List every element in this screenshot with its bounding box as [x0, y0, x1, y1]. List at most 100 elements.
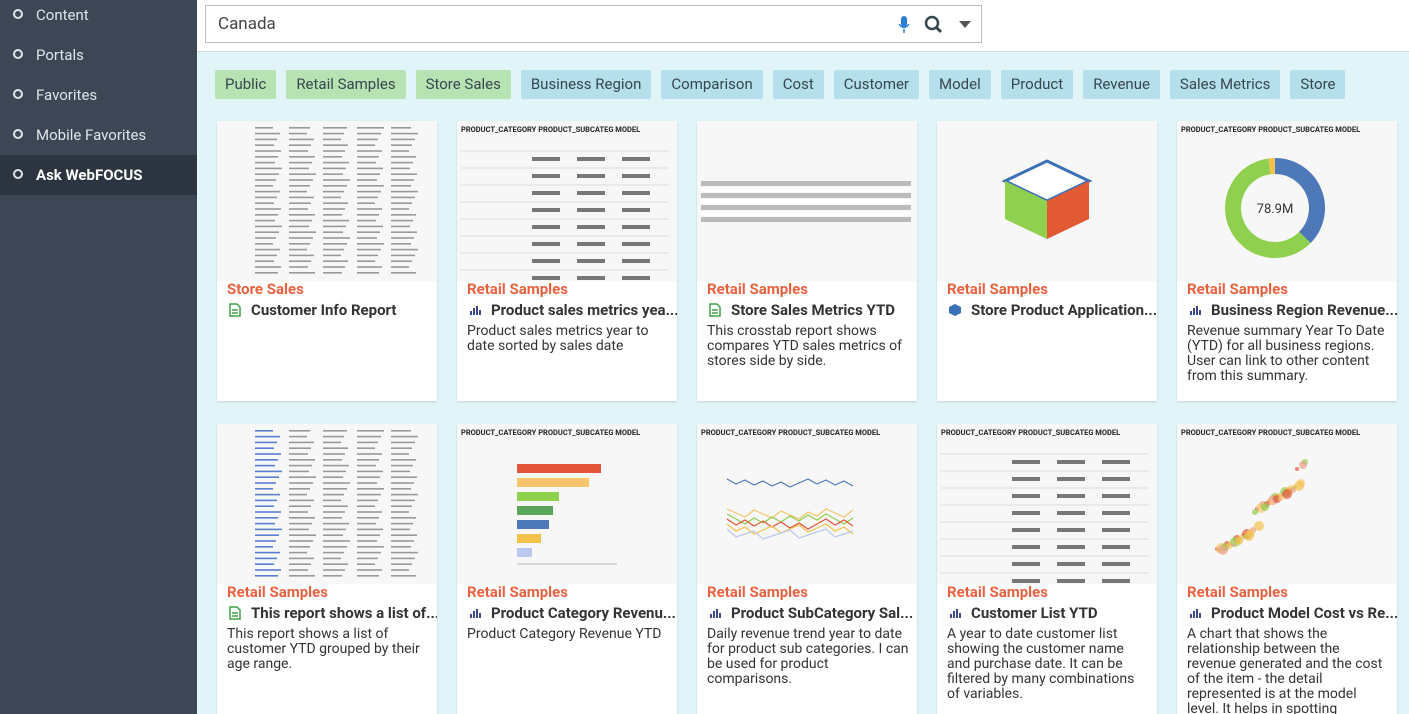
thumb-dot [1282, 489, 1292, 499]
card[interactable]: PRODUCT_CATEGORY PRODUCT_SUBCATEG MODEL R… [937, 424, 1157, 714]
tag[interactable]: Product [1000, 70, 1074, 99]
nav-item[interactable]: Portals [0, 35, 197, 75]
thumb-title: PRODUCT_CATEGORY PRODUCT_SUBCATEG MODEL [701, 428, 880, 437]
tag[interactable]: Business Region [520, 70, 652, 99]
card[interactable]: PRODUCT_CATEGORY PRODUCT_SUBCATEG MODEL R… [697, 424, 917, 714]
thumb-dot [1295, 467, 1299, 471]
thumb-row [289, 150, 308, 152]
thumb-row [357, 185, 384, 187]
tag[interactable]: Public [215, 70, 277, 99]
thumb-row [391, 528, 410, 531]
thumb-row [357, 266, 382, 268]
thumb-cell [1012, 477, 1040, 481]
thumb-cell [1057, 511, 1085, 515]
tag[interactable]: Model [929, 70, 991, 99]
thumb-row [289, 517, 315, 519]
tag[interactable]: Sales Metrics [1169, 70, 1281, 99]
thumb-cell [577, 242, 605, 246]
thumb-title: PRODUCT_CATEGORY PRODUCT_SUBCATEG MODEL [941, 428, 1120, 437]
thumb-row [289, 185, 310, 187]
thumb-row [323, 219, 349, 222]
card[interactable]: Retail Samples Store Product Application.… [937, 121, 1157, 401]
tag[interactable]: Customer [833, 70, 920, 99]
thumb-row [391, 517, 416, 519]
thumb-cell [577, 174, 605, 178]
thumb-row [391, 476, 417, 478]
thumb-row [289, 243, 310, 245]
nav-item[interactable]: Ask WebFOCUS [0, 155, 197, 195]
card[interactable]: Store Sales Customer Info Report [217, 121, 437, 401]
thumb-row [357, 156, 379, 158]
card[interactable]: Retail Samples This report shows a list o… [217, 424, 437, 714]
card[interactable]: PRODUCT_CATEGORY PRODUCT_SUBCATEG MODEL R… [457, 121, 677, 401]
thumb-row [289, 522, 312, 525]
thumb-row [323, 551, 344, 554]
thumb-row [255, 167, 282, 170]
nav-icon [13, 49, 23, 59]
thumb-row [323, 511, 345, 513]
thumb-row [289, 132, 307, 135]
thumb-row [289, 511, 308, 513]
thumb-row [255, 214, 278, 216]
thumb-row [289, 546, 310, 548]
thumb-row [357, 150, 382, 152]
thumb-row [323, 441, 341, 444]
chart-icon [1196, 609, 1198, 618]
search-box[interactable]: Canada [205, 5, 982, 43]
donut-arc [1225, 158, 1311, 258]
nav-item[interactable]: Mobile Favorites [0, 115, 197, 155]
nav-item[interactable]: Favorites [0, 75, 197, 115]
tag[interactable]: Revenue [1083, 70, 1160, 99]
thumb-row [357, 482, 377, 484]
thumbnail: PRODUCT_CATEGORY PRODUCT_SUBCATEG MODEL [457, 121, 677, 281]
thumb-cell [532, 157, 560, 161]
thumb-row [289, 231, 316, 233]
thumb-row [357, 179, 377, 181]
thumb-row [323, 214, 342, 216]
nav-item[interactable]: Content [0, 0, 197, 35]
thumb-bar [517, 492, 559, 501]
thumb-cell [1057, 528, 1085, 532]
card-category: Store Sales [227, 280, 304, 298]
thumb-row [289, 202, 311, 204]
card[interactable]: Retail Samples Store Sales Metrics YTD Thi… [697, 121, 917, 401]
thumb-row [391, 435, 418, 438]
cube-left [1005, 181, 1047, 239]
card[interactable]: PRODUCT_CATEGORY PRODUCT_SUBCATEG MODEL R… [457, 424, 677, 714]
thumb-band [701, 181, 911, 186]
thumb-dot [1261, 503, 1269, 511]
thumb-row [255, 430, 273, 432]
thumb-cell [1012, 528, 1040, 532]
chart-icon [716, 609, 718, 618]
thumb-title: PRODUCT_CATEGORY PRODUCT_SUBCATEG MODEL [1181, 125, 1360, 134]
cube-right [1047, 181, 1089, 239]
cube-icon [949, 304, 961, 316]
tag[interactable]: Store Sales [415, 70, 511, 99]
thumb-cell [532, 208, 560, 212]
thumb-row [357, 214, 379, 216]
thumb-row [323, 132, 344, 135]
thumb-cell [1057, 460, 1085, 464]
tag[interactable]: Store [1290, 70, 1346, 99]
thumb-row [391, 214, 416, 216]
thumb-row [255, 272, 278, 274]
thumb-dot [1231, 543, 1235, 547]
thumb-row [289, 430, 310, 432]
thumb-row [391, 225, 410, 228]
thumb-row [357, 225, 383, 228]
tag[interactable]: Comparison [661, 70, 763, 99]
tag[interactable]: Retail Samples [286, 70, 406, 99]
chart-icon [713, 611, 715, 618]
thumb-row [289, 505, 311, 507]
thumbnail: PRODUCT_CATEGORY PRODUCT_SUBCATEG MODEL [457, 424, 677, 584]
thumb-band [701, 193, 911, 198]
thumb-row [391, 179, 414, 181]
thumb-row [357, 505, 375, 507]
card[interactable]: PRODUCT_CATEGORY PRODUCT_SUBCATEG MODEL R… [1177, 424, 1397, 714]
thumb-cell [532, 259, 560, 263]
card[interactable]: PRODUCT_CATEGORY PRODUCT_SUBCATEG MODEL 7… [1177, 121, 1397, 401]
thumb-row [289, 144, 311, 146]
tag[interactable]: Cost [772, 70, 824, 99]
thumb-row [357, 569, 382, 571]
chart-icon [476, 306, 478, 315]
